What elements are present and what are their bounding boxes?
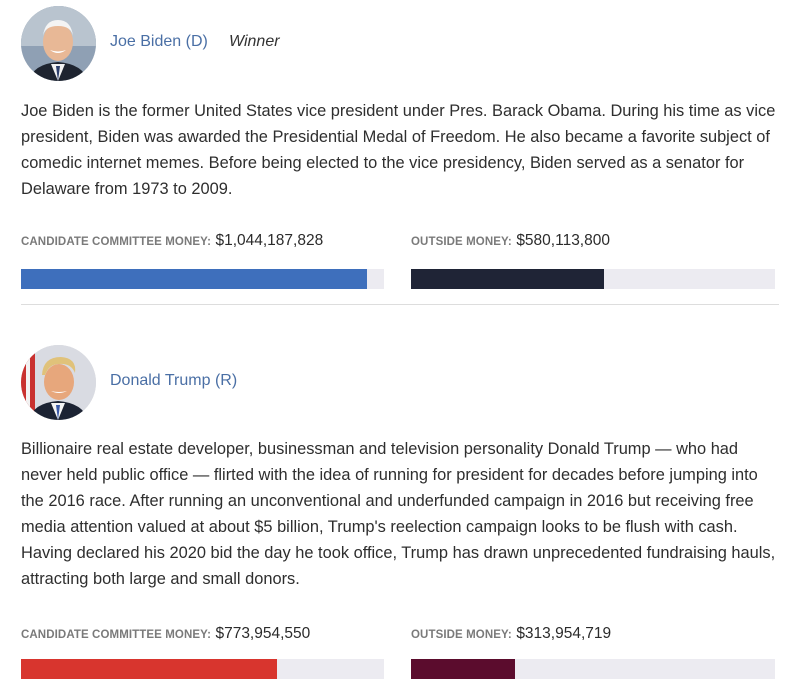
candidate-header: Donald Trump (R) [21,345,779,420]
committee-money-bar-fill [21,269,367,289]
outside-money-bar-fill [411,269,604,289]
candidate-card-trump: Donald Trump (R) Billionaire real estate… [21,345,779,679]
committee-money-label: CANDIDATE COMMITTEE MONEY: [21,236,211,248]
outside-money-readout: OUTSIDE MONEY: $313,954,719 [411,625,611,645]
candidate-name-link[interactable]: Donald Trump (R) [110,372,238,389]
outside-money-readout: OUTSIDE MONEY: $580,113,800 [411,232,610,252]
committee-money-bar-fill [21,659,278,679]
committee-money-bar [21,269,384,289]
outside-money-label: OUTSIDE MONEY: [411,629,512,641]
committee-money-label: CANDIDATE COMMITTEE MONEY: [21,629,211,641]
outside-money-amount: $580,113,800 [516,232,610,249]
joe-biden-portrait-icon [21,6,96,81]
outside-money-bar-fill [411,659,516,679]
candidate-bio: Billionaire real estate developer, busin… [21,440,776,588]
committee-money-readout: CANDIDATE COMMITTEE MONEY: $773,954,550 [21,625,310,645]
committee-money-bar [21,659,384,679]
committee-money-amount: $1,044,187,828 [215,232,324,249]
outside-money-bar [411,269,775,289]
donald-trump-portrait-icon [21,345,96,420]
outside-money-label: OUTSIDE MONEY: [411,236,512,248]
candidate-header: Joe Biden (D) Winner [21,6,779,81]
candidate-bio: Joe Biden is the former United States vi… [21,102,776,198]
committee-money-amount: $773,954,550 [215,625,311,642]
outside-money-bar [411,659,775,679]
candidate-name-link[interactable]: Joe Biden (D) [110,33,208,50]
candidate-card-biden: Joe Biden (D) Winner Joe Biden is the fo… [21,6,779,289]
section-divider [21,304,779,305]
committee-money-readout: CANDIDATE COMMITTEE MONEY: $1,044,187,82… [21,232,323,252]
outside-money-amount: $313,954,719 [516,625,612,642]
winner-badge: Winner [229,33,280,50]
